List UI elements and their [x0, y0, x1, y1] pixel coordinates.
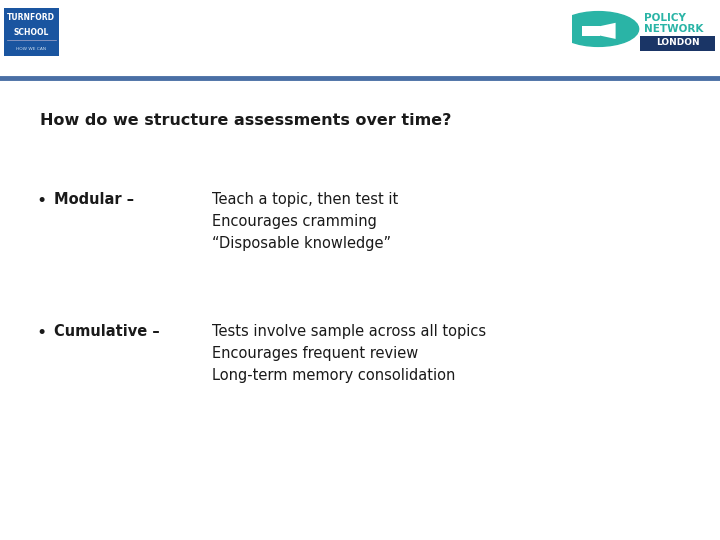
Text: Modular –: Modular – [54, 192, 134, 207]
Text: Tests involve sample across all topics
Encourages frequent review
Long-term memo: Tests involve sample across all topics E… [212, 324, 487, 383]
Text: LONDON: LONDON [656, 38, 699, 48]
Text: NETWORK: NETWORK [644, 24, 703, 34]
FancyBboxPatch shape [582, 26, 600, 36]
FancyBboxPatch shape [640, 36, 715, 51]
Text: TURNFORD: TURNFORD [7, 14, 55, 22]
Text: HOW WE CAN: HOW WE CAN [16, 47, 46, 51]
Circle shape [558, 11, 639, 46]
Text: •: • [36, 192, 46, 210]
Text: POLICY: POLICY [644, 13, 686, 23]
Text: Cumulative –: Cumulative – [54, 324, 160, 339]
Text: •: • [36, 324, 46, 342]
Text: How do we structure assessments over time?: How do we structure assessments over tim… [40, 113, 451, 129]
Polygon shape [598, 23, 616, 39]
FancyBboxPatch shape [4, 8, 59, 56]
Text: Teach a topic, then test it
Encourages cramming
“Disposable knowledge”: Teach a topic, then test it Encourages c… [212, 192, 399, 251]
Text: SCHOOL: SCHOOL [14, 28, 49, 37]
